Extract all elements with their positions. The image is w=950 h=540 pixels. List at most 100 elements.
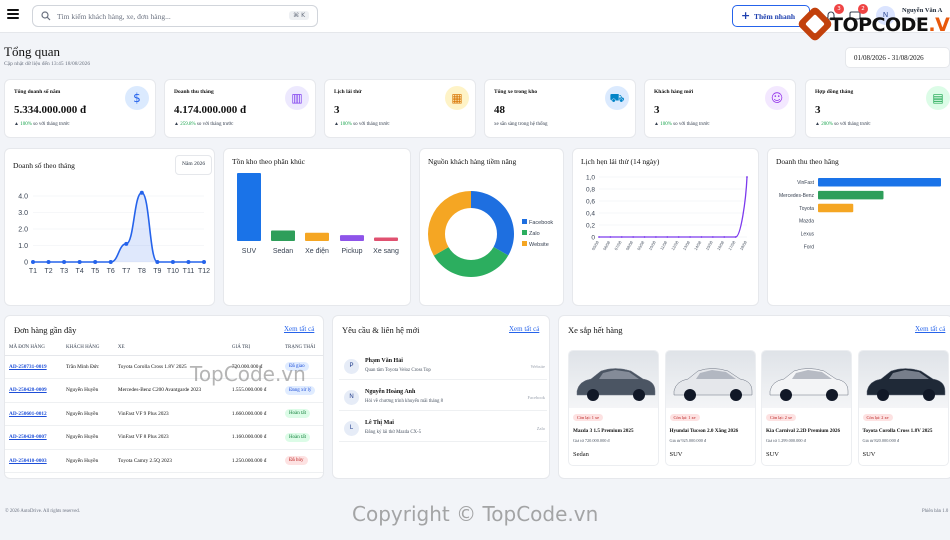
stat-change-text: so với tháng trước xyxy=(353,122,390,127)
car-window xyxy=(599,370,639,379)
user-icon: ☺ xyxy=(765,86,789,110)
stat-card: Tổng doanh số năm 5.334.000.000 đ ▲ 100% s… xyxy=(4,79,156,138)
search-box[interactable]: Tìm kiếm khách hàng, xe, đơn hàng... ⌘ K xyxy=(32,5,318,27)
status-cell: Đã hủy xyxy=(280,449,323,473)
car-price: Giá từ 820.000.000 đ xyxy=(862,438,900,443)
stat-change-text: xe sẵn sàng trong hệ thống xyxy=(494,122,548,127)
stat-change: ▲ 259.8% so với tháng trước xyxy=(174,122,234,127)
stat-card: Hợp đồng tháng 3 ▲ 200% so với tháng trước… xyxy=(805,79,950,138)
car-body xyxy=(576,368,656,396)
orders-see-all-link[interactable]: Xem tất cả xyxy=(284,325,315,333)
menu-icon[interactable] xyxy=(7,9,19,20)
search-input[interactable]: Tìm kiếm khách hàng, xe, đơn hàng... xyxy=(57,12,171,21)
car-window xyxy=(888,370,929,379)
bell-icon[interactable]: 3 xyxy=(824,4,844,23)
brand-label: Ford xyxy=(804,245,815,251)
footer-version: Phiên bản 1.0 xyxy=(922,509,949,514)
stat-change-percent: 259.8% xyxy=(180,122,196,127)
testdrive-point xyxy=(632,236,635,238)
x-tick-label: T5 xyxy=(91,268,99,275)
order-value: 1.250.000.000 đ xyxy=(227,449,281,473)
year-select[interactable]: Năm 2026 xyxy=(175,155,212,175)
user-icon-glyph: ☺ xyxy=(770,91,784,105)
sales-point xyxy=(186,260,191,264)
stat-card: Lịch lái thử 3 ▲ 100% so với tháng trước ▦ xyxy=(324,79,476,138)
contact-source: Facebook xyxy=(527,395,546,400)
low-stock-see-all-link[interactable]: Xem tất cả xyxy=(915,325,946,333)
document-icon: ▤ xyxy=(926,86,950,110)
order-customer: Nguyễn Huyền xyxy=(62,449,114,473)
order-customer: Trần Minh Đức xyxy=(62,355,114,379)
stat-label: Lịch lái thử xyxy=(334,89,362,95)
brand-chart-title: Doanh thu theo hãng xyxy=(776,157,839,166)
car-illustration xyxy=(769,368,849,401)
order-code-link[interactable]: AD-250428-0009 xyxy=(5,378,63,403)
order-customer: Nguyễn Huyền xyxy=(62,378,114,403)
x-tick-label: T3 xyxy=(60,268,68,275)
list-item[interactable]: L Lê Thị Mai Đăng ký lái thử Mazda CX-5 Zal… xyxy=(339,416,547,442)
sales-point xyxy=(46,260,51,264)
car-card[interactable]: Còn lại: 2 xe Toyota Corolla Cross 1.8V 2… xyxy=(857,350,949,466)
table-row[interactable]: AD-250420-0007 Nguyễn Huyền VinFast VF 8 P… xyxy=(5,425,323,450)
car-body xyxy=(866,368,945,396)
brand-bar xyxy=(818,203,854,213)
chat-icon[interactable]: 2 xyxy=(848,4,868,23)
contacts-see-all-link[interactable]: Xem tất cả xyxy=(509,325,540,333)
x-tick-label: 14/08 xyxy=(693,239,703,251)
stock-chart: SUV Sedan Xe điện Pickup Xe sang xyxy=(237,173,399,255)
stat-value: 3 xyxy=(654,104,660,116)
stat-card: Khách hàng mới 3 ▲ 100% so với tháng trước… xyxy=(644,79,796,138)
stat-change-percent: 100% xyxy=(340,122,352,127)
car-card[interactable]: Còn lại: 1 xe Mazda 3 1.5 Premium 2025 Giá… xyxy=(568,350,659,466)
car-type: Sedan xyxy=(573,451,589,458)
avatar: P xyxy=(344,359,359,374)
table-row[interactable]: AD-250428-0009 Nguyễn Huyền Mercedes-Benz … xyxy=(5,378,323,403)
x-tick-label: T7 xyxy=(122,268,130,275)
car-illustration xyxy=(576,368,656,401)
testdrive-point xyxy=(677,236,680,238)
order-code-link[interactable]: AD-250410-0003 xyxy=(5,449,63,473)
x-tick-label: 18/08 xyxy=(739,239,749,251)
stock-bar xyxy=(340,235,364,241)
car-body xyxy=(673,368,752,396)
table-row[interactable]: AD-250410-0003 Nguyễn Huyền Toyota Camry 2… xyxy=(5,449,323,473)
x-tick-label: 10/08 xyxy=(647,239,657,251)
list-item[interactable]: P Phạm Văn Hải Quan tâm Toyota Veloz Cross… xyxy=(339,354,547,380)
stat-change-text: so với tháng trước xyxy=(673,122,710,127)
sales-point xyxy=(62,260,67,264)
order-code-link[interactable]: AD-250601-0012 xyxy=(5,402,63,426)
status-badge: Đã giao xyxy=(284,362,309,372)
quick-add-button[interactable]: + Thêm nhanh xyxy=(732,5,810,27)
stat-change: ▲ 200% so với tháng trước xyxy=(815,122,871,127)
avatar[interactable]: N xyxy=(876,6,895,25)
y-tick-label: 1.0 xyxy=(18,243,28,250)
contact-message: Quan tâm Toyota Veloz Cross Top xyxy=(365,368,431,373)
stat-change: ▲ 100% so với tháng trước xyxy=(14,122,70,127)
date-range-picker[interactable]: 01/08/2026 - 31/08/2026 xyxy=(845,47,950,68)
status-cell: Hoàn tất xyxy=(280,425,323,450)
car-card[interactable]: Còn lại: 2 xe Kia Carnival 2.2D Premium 2… xyxy=(761,350,852,466)
stock-bar-label: Xe sang xyxy=(373,248,399,255)
car-name: Toyota Corolla Cross 1.8V 2025 xyxy=(862,428,933,434)
testdrive-point xyxy=(620,236,623,238)
user-name: Nguyễn Văn A xyxy=(902,7,943,14)
contacts-title: Yêu cầu & liên hệ mới xyxy=(342,325,420,335)
dollar-icon-glyph: $ xyxy=(133,91,141,105)
car-card[interactable]: Còn lại: 1 xe Hyundai Tucson 2.0 Xăng 202… xyxy=(664,350,756,466)
stat-change: ▲ 100% so với tháng trước xyxy=(654,122,710,127)
table-row[interactable]: AD-250731-0019 Trần Minh Đức Toyota Coroll… xyxy=(5,355,323,379)
order-code-link[interactable]: AD-250420-0007 xyxy=(5,425,63,450)
y-tick-label: 2.0 xyxy=(18,227,28,234)
contact-name: Phạm Văn Hải xyxy=(365,358,403,364)
contact-source: Zalo xyxy=(536,426,545,431)
testdrive-point xyxy=(689,236,691,238)
stock-bar-label: Pickup xyxy=(341,248,362,255)
table-row[interactable]: AD-250601-0012 Nguyễn Huyền VinFast VF 9 P… xyxy=(5,402,323,426)
x-tick-label: 16/08 xyxy=(716,239,726,251)
y-tick-label: 0 xyxy=(24,260,28,267)
order-code-link[interactable]: AD-250731-0019 xyxy=(5,355,63,379)
avatar: N xyxy=(344,390,359,405)
list-item[interactable]: N Nguyễn Hoàng Anh Hỏi về chương trình khu… xyxy=(339,385,547,411)
brand-label: Mazda xyxy=(799,219,814,225)
source-chart-title: Nguồn khách hàng tiềm năng xyxy=(428,157,517,166)
